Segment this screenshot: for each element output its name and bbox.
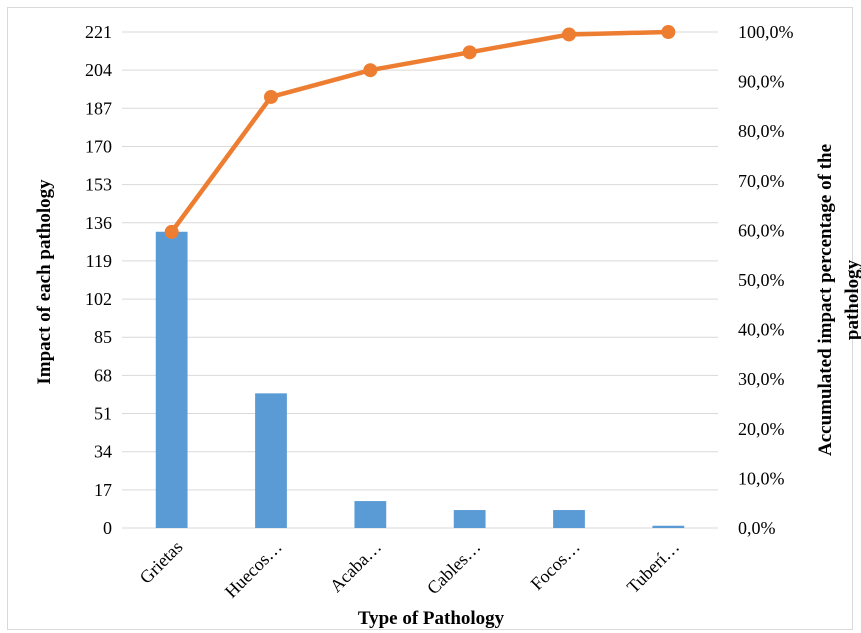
line-point [264, 89, 278, 104]
bar [453, 510, 486, 528]
right-axis-ticks: 0,0% 10,0% 20,0% 30,0% 40,0% 50,0% 60,0% 70,0% 8… [738, 22, 794, 538]
bar [553, 510, 585, 528]
y-tick-label: 0 [103, 518, 112, 538]
line-point [562, 27, 576, 42]
y-tick-label: 187 [85, 98, 112, 118]
y2-tick-label: 30,0% [738, 369, 785, 389]
y2-tick-label: 0,0% [738, 518, 776, 538]
line-point [363, 63, 378, 78]
y-tick-label: 51 [94, 404, 112, 424]
y2-tick-label: 50,0% [738, 270, 785, 290]
bar [652, 525, 685, 528]
y-tick-label: 153 [85, 175, 112, 195]
x-axis-title: Type of Pathology [358, 608, 505, 629]
y2-tick-label: 80,0% [738, 121, 785, 141]
y-tick-label: 102 [85, 289, 112, 309]
y-tick-label: 85 [94, 327, 112, 347]
y2-axis-title-line1: Accumulated impact percentage of the [815, 144, 836, 456]
cumulative-line [169, 29, 669, 234]
line-point [164, 224, 179, 239]
y-tick-label: 136 [85, 213, 112, 233]
y-tick-label: 17 [94, 480, 112, 500]
y-tick-label: 170 [85, 136, 112, 156]
chart-border [7, 7, 853, 630]
y2-tick-label: 60,0% [738, 220, 785, 240]
line-point [661, 25, 676, 39]
y-tick-label: 119 [86, 251, 112, 271]
left-axis-ticks: 0 17 34 51 68 85 102 119 136 153 170 187 204 221 [85, 22, 112, 538]
line-point [462, 45, 477, 60]
y2-tick-label: 10,0% [738, 468, 785, 488]
line-series [164, 25, 676, 239]
y2-tick-label: 70,0% [738, 171, 785, 191]
y2-tick-label: 90,0% [738, 72, 785, 92]
y2-tick-label: 20,0% [738, 419, 785, 439]
bar [155, 231, 188, 528]
bar [255, 393, 287, 528]
y-tick-label: 204 [85, 60, 112, 80]
y2-axis-title-line2: pathology [842, 259, 861, 340]
bar-series [155, 231, 685, 528]
bar [354, 501, 387, 528]
y2-tick-label: 100,0% [738, 22, 794, 42]
y-tick-label: 34 [94, 442, 112, 462]
y-axis-title: Impact of each pathology [34, 179, 55, 385]
y-tick-label: 68 [94, 365, 112, 385]
y2-tick-label: 40,0% [738, 320, 785, 340]
y-tick-label: 221 [85, 22, 112, 42]
